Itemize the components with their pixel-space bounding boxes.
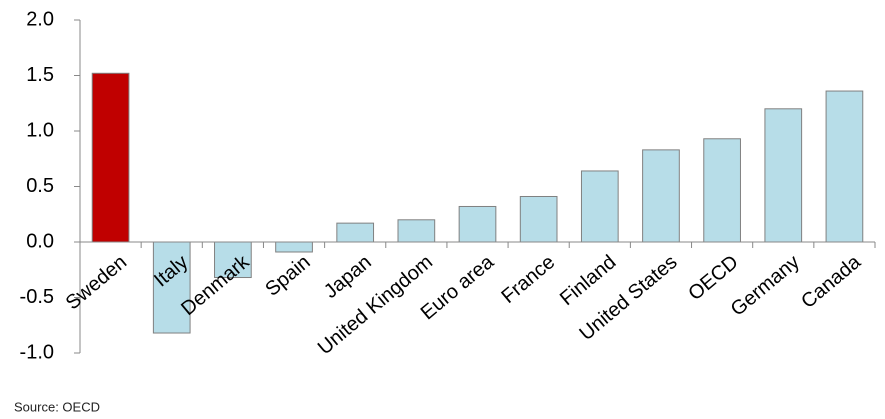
y-tick-label: -1.0 (20, 341, 54, 363)
bar (275, 241, 313, 253)
x-tick-label: Germany (727, 251, 804, 321)
y-tick-label: 2.0 (26, 8, 54, 30)
bar (214, 241, 252, 279)
bar (152, 241, 191, 334)
bar (580, 170, 619, 243)
bar (397, 219, 436, 243)
bar (642, 149, 680, 243)
bar (703, 138, 741, 243)
bar (764, 108, 803, 243)
y-tick-label: 0.5 (26, 175, 54, 197)
y-tick-label: 1.5 (26, 64, 54, 86)
bar (336, 222, 375, 243)
bar (458, 205, 497, 243)
x-tick-label: Spain (261, 251, 314, 301)
x-tick-label: Canada (797, 250, 865, 312)
y-tick-label: 0.0 (26, 230, 54, 252)
source-note: Source: OECD (14, 399, 100, 414)
y-tick-label: -0.5 (20, 286, 54, 308)
y-tick-label: 1.0 (26, 119, 54, 141)
x-tick-label: France (497, 251, 559, 308)
bar (519, 195, 558, 243)
x-tick-label: Japan (320, 251, 376, 303)
bar (825, 90, 864, 243)
x-tick-label: Sweden (62, 251, 132, 314)
bar (91, 72, 130, 243)
